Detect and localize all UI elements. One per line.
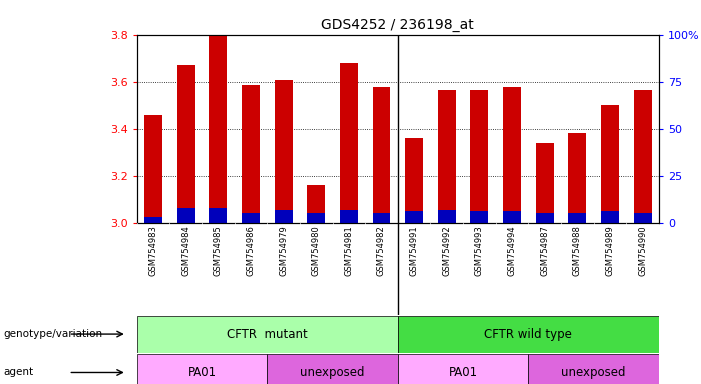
Bar bbox=[529, 354, 659, 384]
Bar bbox=[267, 354, 397, 384]
Text: unexposed: unexposed bbox=[562, 366, 626, 379]
Bar bbox=[177, 208, 195, 223]
Bar bbox=[536, 214, 554, 223]
Text: GSM754993: GSM754993 bbox=[475, 225, 484, 276]
Bar bbox=[503, 212, 521, 223]
Bar bbox=[634, 214, 652, 223]
Bar bbox=[503, 88, 521, 223]
Bar bbox=[242, 214, 260, 223]
Text: GSM754982: GSM754982 bbox=[377, 225, 386, 276]
Bar bbox=[372, 214, 390, 223]
Bar bbox=[569, 214, 586, 223]
Bar bbox=[569, 133, 586, 223]
Bar bbox=[137, 354, 267, 384]
Text: GSM754981: GSM754981 bbox=[344, 225, 353, 276]
Text: GSM754988: GSM754988 bbox=[573, 225, 582, 276]
Bar bbox=[536, 143, 554, 223]
Text: unexposed: unexposed bbox=[300, 366, 365, 379]
Bar bbox=[242, 85, 260, 223]
Text: GSM754980: GSM754980 bbox=[312, 225, 321, 276]
Text: genotype/variation: genotype/variation bbox=[4, 329, 102, 339]
Text: CFTR wild type: CFTR wild type bbox=[484, 328, 572, 341]
Bar bbox=[601, 212, 619, 223]
Text: PA01: PA01 bbox=[187, 366, 217, 379]
Text: GSM754989: GSM754989 bbox=[606, 225, 615, 276]
Bar bbox=[177, 65, 195, 223]
Text: GSM754983: GSM754983 bbox=[149, 225, 158, 276]
Text: PA01: PA01 bbox=[449, 366, 477, 379]
Text: GSM754994: GSM754994 bbox=[508, 225, 517, 276]
Bar bbox=[275, 210, 292, 223]
Title: GDS4252 / 236198_at: GDS4252 / 236198_at bbox=[322, 18, 474, 32]
Bar bbox=[210, 35, 227, 223]
Bar bbox=[144, 114, 162, 223]
Bar bbox=[470, 90, 489, 223]
Bar bbox=[144, 217, 162, 223]
Bar bbox=[210, 208, 227, 223]
Bar bbox=[340, 63, 358, 223]
Bar bbox=[275, 80, 292, 223]
Bar bbox=[340, 210, 358, 223]
Bar bbox=[372, 88, 390, 223]
Bar bbox=[397, 354, 529, 384]
Bar bbox=[634, 90, 652, 223]
Bar bbox=[438, 210, 456, 223]
Text: GSM754986: GSM754986 bbox=[247, 225, 255, 276]
Text: GSM754979: GSM754979 bbox=[279, 225, 288, 276]
Bar bbox=[438, 90, 456, 223]
Bar bbox=[397, 316, 659, 353]
Text: CFTR  mutant: CFTR mutant bbox=[227, 328, 308, 341]
Bar bbox=[307, 214, 325, 223]
Bar bbox=[137, 316, 397, 353]
Text: GSM754991: GSM754991 bbox=[409, 225, 418, 276]
Bar bbox=[405, 212, 423, 223]
Bar bbox=[601, 105, 619, 223]
Text: GSM754992: GSM754992 bbox=[442, 225, 451, 276]
Text: GSM754984: GSM754984 bbox=[181, 225, 190, 276]
Bar bbox=[307, 185, 325, 223]
Bar bbox=[405, 138, 423, 223]
Text: GSM754985: GSM754985 bbox=[214, 225, 223, 276]
Bar bbox=[470, 212, 489, 223]
Text: GSM754990: GSM754990 bbox=[638, 225, 647, 276]
Text: GSM754987: GSM754987 bbox=[540, 225, 549, 276]
Text: agent: agent bbox=[4, 367, 34, 377]
